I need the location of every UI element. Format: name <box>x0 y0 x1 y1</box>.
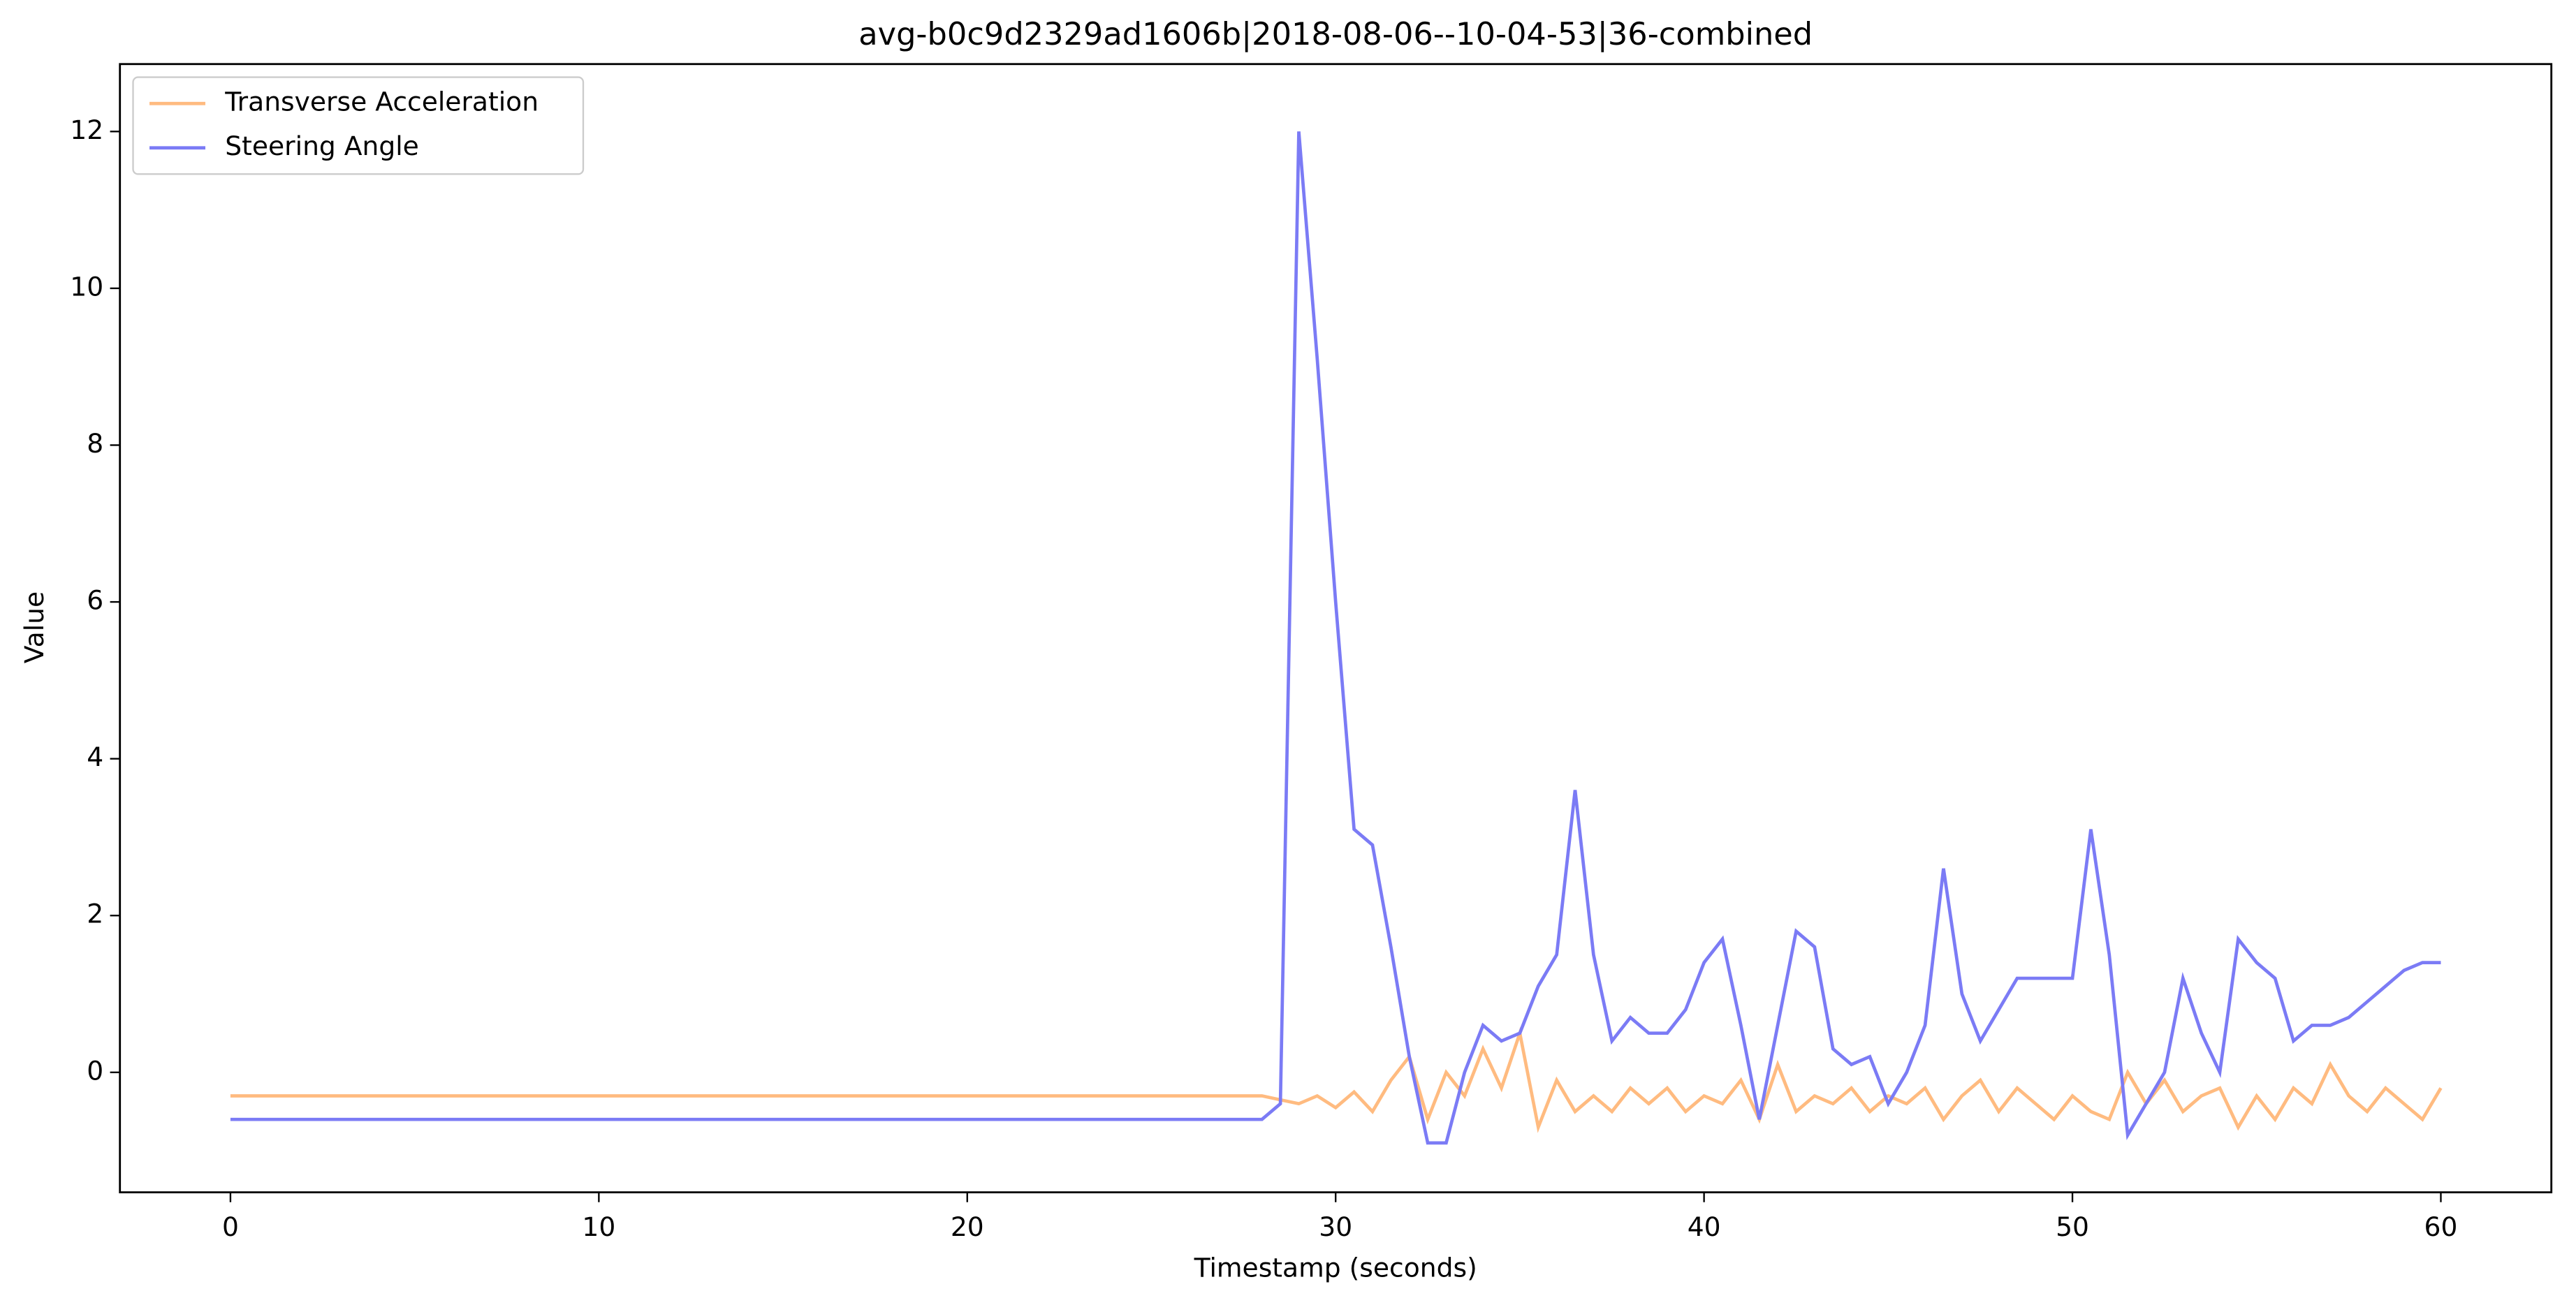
x-tick-label: 10 <box>582 1211 615 1242</box>
y-tick-label: 8 <box>87 428 103 459</box>
data-line <box>230 1026 2443 1133</box>
x-tick-label: 0 <box>222 1211 239 1242</box>
y-tick-label: 2 <box>87 899 103 929</box>
y-tick-label: 10 <box>70 271 103 302</box>
y-tick-label: 12 <box>70 115 103 145</box>
x-tick-label: 60 <box>2424 1211 2458 1242</box>
y-tick-label: 0 <box>87 1055 103 1086</box>
plot-frame <box>119 63 2553 1194</box>
legend-box <box>132 76 585 175</box>
y-axis-label: Value <box>19 591 50 663</box>
y-tick-label: 6 <box>87 585 103 616</box>
x-tick-label: 30 <box>1319 1211 1352 1242</box>
legend-label: Steering Angle <box>225 131 419 161</box>
x-tick-label: 20 <box>951 1211 984 1242</box>
x-tick-label: 40 <box>1688 1211 1721 1242</box>
x-tick-label: 50 <box>2056 1211 2089 1242</box>
data-line <box>230 131 2441 1145</box>
x-axis-label: Timestamp (seconds) <box>1194 1253 1477 1283</box>
y-tick-label: 4 <box>87 742 103 772</box>
chart-title: avg-b0c9d2329ad1606b|2018-08-06--10-04-5… <box>858 16 1813 52</box>
legend-label: Transverse Acceleration <box>224 87 539 117</box>
